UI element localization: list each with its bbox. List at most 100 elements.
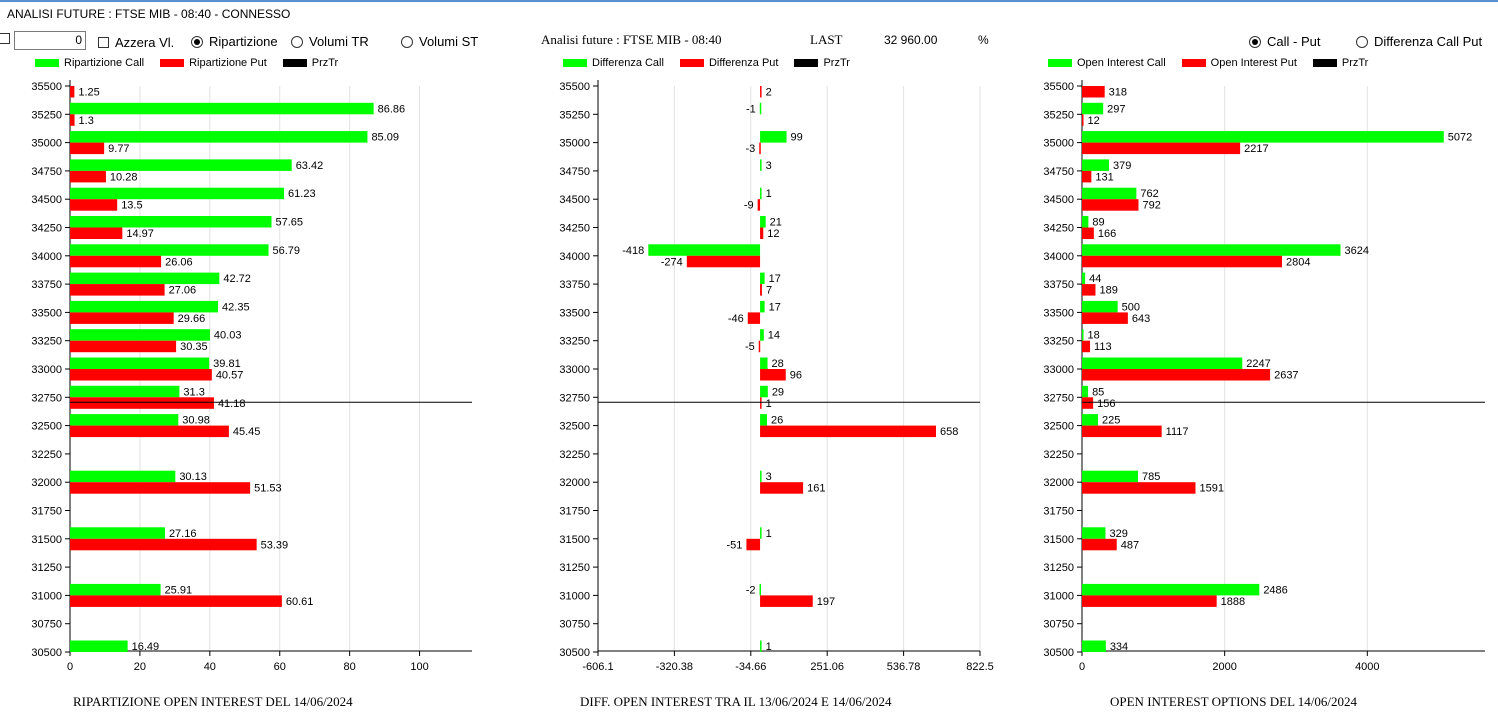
- ripartizione-label: Ripartizione: [209, 34, 278, 49]
- bar-put: [747, 312, 761, 324]
- y-tick-label: 33750: [1043, 279, 1074, 291]
- bar-put: [70, 538, 257, 551]
- data-label: 85: [1092, 386, 1104, 398]
- data-label: -5: [745, 341, 755, 353]
- legend-item: Ripartizione Call: [64, 57, 145, 69]
- legend-item: PrzTr: [311, 57, 339, 69]
- data-label: 2247: [1246, 358, 1270, 370]
- y-tick-label: 34250: [1043, 223, 1074, 235]
- bar-put: [70, 284, 165, 296]
- x-tick-label: 100: [410, 661, 428, 673]
- data-label: 40.57: [216, 370, 244, 382]
- volumi-tr-radio[interactable]: Volumi TR: [291, 34, 369, 49]
- y-tick-label: 35250: [559, 109, 590, 121]
- data-label: 12: [1088, 115, 1100, 127]
- data-label: 1: [766, 398, 772, 410]
- y-tick-label: 33750: [559, 279, 590, 291]
- x-tick-label: 536.78: [887, 661, 921, 673]
- bar-put: [70, 86, 75, 98]
- bar-call: [1082, 385, 1089, 398]
- data-label: 2637: [1274, 370, 1298, 382]
- y-tick-label: 35250: [31, 109, 62, 121]
- data-label: 9.77: [108, 143, 129, 155]
- data-label: 487: [1121, 539, 1139, 551]
- y-tick-label: 32250: [559, 449, 590, 461]
- y-tick-label: 30500: [559, 647, 590, 659]
- select-checkbox[interactable]: [0, 33, 10, 44]
- y-tick-label: 35000: [1043, 138, 1074, 150]
- bar-put: [70, 227, 123, 239]
- y-tick-label: 32250: [31, 449, 62, 461]
- data-label: 30.98: [182, 415, 210, 427]
- data-label: 25.91: [165, 584, 193, 596]
- legend-item: Differenza Put: [708, 57, 779, 69]
- y-tick-label: 35250: [1043, 109, 1074, 121]
- data-label: 3: [766, 471, 772, 483]
- data-label: 45.45: [233, 426, 261, 438]
- data-label: 500: [1122, 301, 1140, 313]
- bar-call: [760, 414, 768, 426]
- data-label: -2: [746, 584, 756, 596]
- bar-put: [1082, 86, 1105, 98]
- bar-put: [70, 369, 212, 381]
- y-tick-label: 30500: [31, 647, 62, 659]
- data-label: 2486: [1263, 584, 1287, 596]
- diff-call-put-radio[interactable]: Differenza Call Put: [1356, 34, 1482, 49]
- y-tick-label: 34000: [559, 251, 590, 263]
- y-tick-label: 31000: [31, 590, 62, 602]
- data-label: 40.03: [214, 330, 242, 342]
- bar-put: [760, 482, 804, 494]
- chart-1-title: RIPARTIZIONE OPEN INTEREST DEL 14/06/202…: [73, 694, 353, 709]
- bar-call: [760, 357, 768, 369]
- y-tick-label: 30500: [1043, 647, 1074, 659]
- call-put-radio[interactable]: Call - Put: [1249, 34, 1320, 49]
- x-tick-label: 2000: [1212, 661, 1236, 673]
- y-tick-label: 35500: [559, 81, 590, 93]
- bar-call: [759, 102, 762, 115]
- bar-put: [757, 199, 761, 211]
- data-label: 329: [1109, 528, 1127, 540]
- azzera-checkbox[interactable]: Azzera Vl.: [98, 35, 174, 50]
- data-label: 44: [1089, 273, 1101, 285]
- bar-call: [1082, 102, 1104, 115]
- data-label: -418: [622, 245, 644, 257]
- data-label: 7: [766, 285, 772, 297]
- data-label: 3: [766, 160, 772, 172]
- data-label: 28: [772, 358, 784, 370]
- data-label: 17: [769, 273, 781, 285]
- bar-call: [1082, 272, 1086, 285]
- bar-put: [70, 199, 118, 211]
- x-tick-label: 251.06: [810, 661, 844, 673]
- bar-put: [760, 369, 786, 381]
- bar-put: [760, 86, 762, 98]
- bar-put: [1082, 255, 1283, 268]
- radio-selected-icon: [1249, 35, 1261, 48]
- y-tick-label: 35000: [31, 138, 62, 150]
- y-tick-label: 32000: [559, 477, 590, 489]
- y-tick-label: 31500: [559, 534, 590, 546]
- data-label: 1.3: [79, 115, 94, 127]
- data-label: 29.66: [178, 313, 206, 325]
- data-label: 30.13: [179, 471, 207, 483]
- counter-input[interactable]: 0: [14, 31, 86, 50]
- bar-put: [1082, 170, 1092, 183]
- volumi-st-label: Volumi ST: [419, 34, 479, 49]
- data-label: 17: [769, 301, 781, 313]
- data-label: 57.65: [276, 217, 304, 229]
- bar-call: [1082, 640, 1106, 652]
- data-label: 161: [807, 483, 825, 495]
- radio-selected-icon: [191, 35, 203, 48]
- data-label: 27.06: [169, 285, 197, 297]
- ripartizione-radio[interactable]: Ripartizione: [191, 34, 278, 49]
- data-label: 12: [767, 228, 779, 240]
- volumi-st-radio[interactable]: Volumi ST: [401, 34, 478, 49]
- bar-call: [648, 244, 761, 256]
- x-tick-label: 822.5: [966, 661, 994, 673]
- x-tick-label: 40: [204, 661, 216, 673]
- bar-put: [1082, 482, 1196, 494]
- bar-call: [70, 357, 210, 369]
- bar-put: [760, 425, 937, 438]
- y-tick-label: 34750: [1043, 166, 1074, 178]
- bar-call: [70, 102, 374, 115]
- data-label: 13.5: [121, 200, 142, 212]
